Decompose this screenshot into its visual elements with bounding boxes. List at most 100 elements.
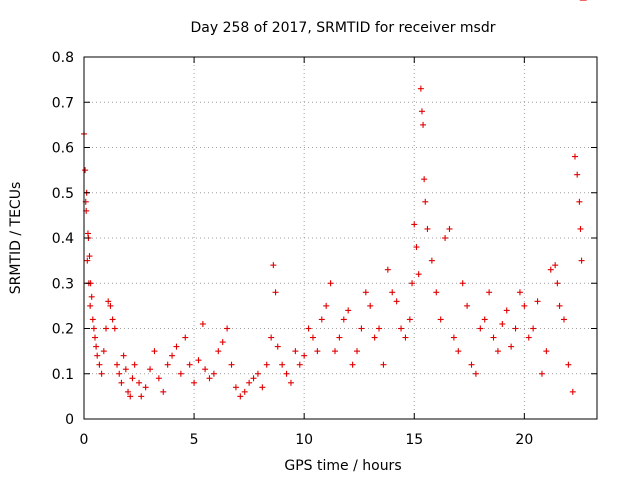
- data-point: [164, 361, 171, 368]
- data-point: [111, 325, 118, 332]
- data-point: [420, 121, 427, 128]
- data-point: [530, 325, 537, 332]
- data-point: [331, 348, 338, 355]
- y-tick-label: 0.8: [52, 50, 74, 66]
- data-point: [327, 280, 334, 287]
- y-tick-label: 0.7: [52, 95, 74, 111]
- data-point: [433, 289, 440, 296]
- data-point: [569, 388, 576, 395]
- data-point: [215, 348, 222, 355]
- data-point: [195, 357, 202, 364]
- data-point: [437, 316, 444, 323]
- data-point: [100, 348, 107, 355]
- data-point: [129, 375, 136, 382]
- data-point: [287, 379, 294, 386]
- data-point: [98, 370, 105, 377]
- data-point: [477, 325, 484, 332]
- data-point: [246, 379, 253, 386]
- data-point: [272, 289, 279, 296]
- data-point: [125, 388, 132, 395]
- data-point: [210, 370, 217, 377]
- data-point: [114, 361, 121, 368]
- data-point: [103, 325, 110, 332]
- x-tick-label: 10: [295, 432, 313, 448]
- data-point: [89, 316, 96, 323]
- data-point: [367, 302, 374, 309]
- data-point: [309, 334, 316, 341]
- data-point: [173, 343, 180, 350]
- data-point: [232, 384, 239, 391]
- data-point: [186, 361, 193, 368]
- data-point: [90, 325, 97, 332]
- data-point: [565, 361, 572, 368]
- data-point: [92, 334, 99, 341]
- data-point: [314, 348, 321, 355]
- data-point: [556, 302, 563, 309]
- data-point: [389, 289, 396, 296]
- data-point: [455, 348, 462, 355]
- x-tick-label: 5: [190, 432, 199, 448]
- data-point: [503, 307, 510, 314]
- data-point: [82, 167, 89, 174]
- data-point: [446, 225, 453, 232]
- data-point: [464, 302, 471, 309]
- data-point: [393, 298, 400, 305]
- data-point: [142, 384, 149, 391]
- data-point: [499, 320, 506, 327]
- data-point: [270, 262, 277, 269]
- y-axis-ticks: 0 0.1 0.2 0.3 0.4 0.5 0.6 0.7 0.8: [52, 50, 597, 428]
- data-point: [120, 352, 127, 359]
- y-tick-label: 0.1: [52, 367, 74, 383]
- data-point: [250, 375, 257, 382]
- data-point: [525, 334, 532, 341]
- data-point: [254, 370, 261, 377]
- grid-lines: [84, 57, 597, 419]
- data-point: [237, 393, 244, 400]
- data-point: [574, 171, 581, 178]
- y-tick-label: 0.4: [52, 231, 74, 247]
- x-tick-label: 0: [80, 432, 89, 448]
- data-point: [131, 361, 138, 368]
- data-point: [206, 375, 213, 382]
- data-point: [422, 198, 429, 205]
- data-point: [418, 108, 425, 115]
- data-point: [481, 316, 488, 323]
- data-point: [116, 370, 123, 377]
- data-point: [94, 352, 101, 359]
- data-point: [521, 302, 528, 309]
- data-point: [415, 271, 422, 278]
- data-point: [508, 343, 515, 350]
- data-point: [296, 361, 303, 368]
- y-axis-label: SRMTID / TECUs: [8, 182, 24, 295]
- data-point: [151, 348, 158, 355]
- data-point: [241, 388, 248, 395]
- data-point: [336, 334, 343, 341]
- data-point: [538, 370, 545, 377]
- data-point: [406, 316, 413, 323]
- data-point: [411, 221, 418, 228]
- data-point: [318, 316, 325, 323]
- data-point: [107, 302, 114, 309]
- data-points: [81, 0, 587, 400]
- data-point: [576, 198, 583, 205]
- data-point: [84, 257, 91, 264]
- data-point: [571, 153, 578, 160]
- data-point: [147, 366, 154, 373]
- data-point: [376, 325, 383, 332]
- data-point: [268, 334, 275, 341]
- data-point: [371, 334, 378, 341]
- data-point: [354, 348, 361, 355]
- data-point: [118, 379, 125, 386]
- data-point: [577, 225, 584, 232]
- data-point: [442, 235, 449, 241]
- data-point: [228, 361, 235, 368]
- data-point: [86, 253, 93, 260]
- data-point: [96, 361, 103, 368]
- data-point: [340, 316, 347, 323]
- data-point: [274, 343, 281, 350]
- data-point: [87, 302, 94, 309]
- data-point: [182, 334, 189, 341]
- x-axis-label: GPS time / hours: [284, 458, 401, 474]
- data-point: [362, 289, 369, 296]
